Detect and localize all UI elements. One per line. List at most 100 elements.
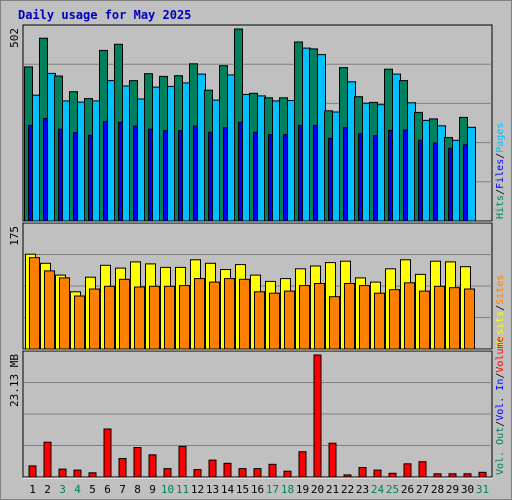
bar-sites-day-2: [44, 270, 55, 350]
bar-volume-day-29: [448, 473, 457, 478]
chart-title: Daily usage for May 2025: [18, 8, 191, 22]
side-legend-part: /: [495, 373, 506, 379]
side-legend-part: Visits: [495, 311, 506, 347]
bar-volume-day-19: [298, 451, 307, 478]
day-label-23: 23: [356, 483, 369, 496]
bar-volume-day-10: [163, 468, 172, 478]
side-legend-part: /: [495, 189, 506, 195]
side-legend-top: Hits/Files/Pages: [495, 123, 506, 219]
bar-sites-day-1: [29, 257, 40, 350]
bar-sites-day-23: [359, 285, 370, 350]
day-label-2: 2: [44, 483, 51, 496]
bar-sites-day-18: [284, 290, 295, 350]
bar-volume-day-3: [58, 468, 67, 478]
side-legend-part: Vol. Out: [495, 427, 506, 475]
bar-volume-day-30: [463, 473, 472, 478]
bar-volume-day-22: [343, 474, 352, 478]
bar-sites-day-27: [419, 290, 430, 350]
panel-visits-sites: 175 Visits/Sites: [8, 222, 506, 351]
bar-volume-day-18: [283, 470, 292, 478]
day-label-22: 22: [341, 483, 354, 496]
day-label-4: 4: [74, 483, 81, 496]
day-label-15: 15: [236, 483, 249, 496]
bar-volume-day-28: [433, 473, 442, 478]
bar-volume-day-24: [373, 469, 382, 478]
side-legend-bottom: Vol. Out/Vol. In/Volume: [495, 336, 506, 475]
bar-sites-day-22: [344, 283, 355, 350]
bar-volume-day-12: [193, 469, 202, 478]
bar-volume-day-1: [28, 465, 37, 478]
bar-sites-day-9: [149, 285, 160, 350]
bar-volume-day-20: [313, 354, 322, 478]
bar-sites-day-20: [314, 283, 325, 350]
bar-sites-day-26: [404, 282, 415, 350]
bar-sites-day-4: [74, 295, 85, 350]
bar-volume-day-15: [238, 468, 247, 478]
bar-volume-day-2: [43, 441, 52, 478]
bar-sites-day-14: [224, 278, 235, 350]
side-legend-part: Volume: [495, 336, 506, 372]
day-label-6: 6: [104, 483, 111, 496]
day-label-1: 1: [29, 483, 36, 496]
bar-sites-day-10: [164, 285, 175, 350]
day-label-26: 26: [401, 483, 414, 496]
bar-volume-day-11: [178, 445, 187, 478]
day-label-21: 21: [326, 483, 339, 496]
bar-volume-day-14: [223, 462, 232, 478]
bar-sites-day-3: [59, 277, 70, 350]
day-label-17: 17: [266, 483, 279, 496]
bar-sites-day-17: [269, 292, 280, 350]
day-labels: 1 2 3 4 5 6 7 8 9 10 11 12 13 14 15 16 17 18 19 20 21 22 23 24 2…: [29, 483, 489, 496]
day-label-30: 30: [461, 483, 474, 496]
day-label-31: 31: [476, 483, 489, 496]
day-label-27: 27: [416, 483, 429, 496]
day-label-10: 10: [161, 483, 174, 496]
side-legend-middle: Visits/Sites: [495, 275, 506, 347]
bar-volume-day-9: [148, 454, 157, 478]
bar-volume-day-7: [118, 458, 127, 478]
bar-sites-day-28: [434, 285, 445, 350]
day-label-25: 25: [386, 483, 399, 496]
bar-volume-day-25: [388, 472, 397, 478]
bar-volume-day-26: [403, 463, 412, 478]
y-max-label: 175: [8, 226, 21, 246]
day-label-24: 24: [371, 483, 385, 496]
day-label-20: 20: [311, 483, 324, 496]
y-max-label: 23.13 MB: [8, 354, 21, 407]
day-label-8: 8: [134, 483, 141, 496]
bar-sites-day-30: [464, 288, 475, 350]
side-legend-part: Hits: [495, 195, 506, 219]
bar-volume-day-31: [478, 471, 487, 478]
day-label-19: 19: [296, 483, 309, 496]
bar-sites-day-5: [89, 288, 100, 350]
day-label-3: 3: [59, 483, 66, 496]
bar-volume-day-23: [358, 467, 367, 478]
bar-volume-day-6: [103, 428, 112, 478]
bar-pages-day-30: [467, 126, 476, 222]
bar-sites-day-12: [194, 278, 205, 350]
day-label-13: 13: [206, 483, 219, 496]
day-label-12: 12: [191, 483, 204, 496]
bar-sites-day-15: [239, 278, 250, 350]
bar-sites-day-6: [104, 285, 115, 350]
side-legend-part: Vol. In: [495, 379, 506, 421]
side-legend-part: /: [495, 305, 506, 311]
bar-sites-day-7: [119, 278, 130, 350]
side-legend-part: /: [495, 421, 506, 427]
bar-volume-day-17: [268, 463, 277, 478]
bar-sites-day-24: [374, 292, 385, 350]
day-label-28: 28: [431, 483, 444, 496]
bar-volume-day-13: [208, 459, 217, 478]
bar-sites-day-29: [449, 287, 460, 350]
day-label-16: 16: [251, 483, 264, 496]
day-label-5: 5: [89, 483, 96, 496]
day-label-29: 29: [446, 483, 459, 496]
bar-sites-day-25: [389, 289, 400, 350]
bar-sites-day-16: [254, 291, 265, 350]
bar-sites-day-8: [134, 286, 145, 350]
day-label-7: 7: [119, 483, 126, 496]
